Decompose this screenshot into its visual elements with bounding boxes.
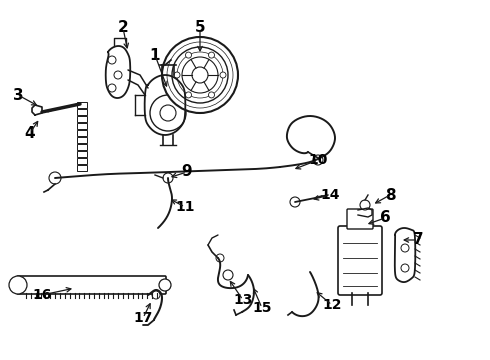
Circle shape <box>162 37 238 113</box>
Bar <box>77 144 87 150</box>
Circle shape <box>220 72 226 78</box>
Circle shape <box>209 92 215 98</box>
Circle shape <box>159 279 171 291</box>
Bar <box>77 130 87 136</box>
Bar <box>77 123 87 129</box>
Circle shape <box>360 200 370 210</box>
Circle shape <box>401 264 409 272</box>
Circle shape <box>9 276 27 294</box>
Text: 12: 12 <box>322 298 342 312</box>
Bar <box>77 151 87 157</box>
Bar <box>77 102 87 108</box>
Text: 16: 16 <box>32 288 51 302</box>
Circle shape <box>216 254 224 262</box>
Text: 2: 2 <box>118 21 128 36</box>
Text: 17: 17 <box>133 311 153 325</box>
Text: 1: 1 <box>150 48 160 63</box>
Text: 13: 13 <box>233 293 253 307</box>
Text: 6: 6 <box>380 211 391 225</box>
Circle shape <box>223 270 233 280</box>
Circle shape <box>108 56 116 64</box>
Circle shape <box>182 57 218 93</box>
Circle shape <box>163 173 173 183</box>
Circle shape <box>160 105 176 121</box>
Text: 4: 4 <box>24 126 35 140</box>
Text: 15: 15 <box>252 301 272 315</box>
Circle shape <box>313 155 323 165</box>
Circle shape <box>209 52 215 58</box>
Text: 3: 3 <box>13 87 24 103</box>
Bar <box>77 165 87 171</box>
Circle shape <box>186 52 192 58</box>
Text: 11: 11 <box>175 200 195 214</box>
Text: 10: 10 <box>308 153 328 167</box>
Circle shape <box>290 197 300 207</box>
Circle shape <box>192 67 208 83</box>
Text: 14: 14 <box>320 188 340 202</box>
Circle shape <box>152 291 160 299</box>
Circle shape <box>150 95 186 131</box>
Bar <box>77 158 87 164</box>
FancyBboxPatch shape <box>338 226 382 295</box>
FancyBboxPatch shape <box>17 276 166 294</box>
Text: 7: 7 <box>413 233 423 248</box>
Circle shape <box>186 92 192 98</box>
Text: 8: 8 <box>385 188 395 202</box>
Text: 9: 9 <box>182 165 192 180</box>
Bar <box>77 109 87 115</box>
Bar <box>77 137 87 143</box>
Circle shape <box>114 71 122 79</box>
Text: 5: 5 <box>195 21 205 36</box>
Circle shape <box>174 72 180 78</box>
Circle shape <box>49 172 61 184</box>
Bar <box>77 116 87 122</box>
Circle shape <box>401 244 409 252</box>
Circle shape <box>108 84 116 92</box>
FancyBboxPatch shape <box>347 209 373 229</box>
Circle shape <box>172 47 228 103</box>
